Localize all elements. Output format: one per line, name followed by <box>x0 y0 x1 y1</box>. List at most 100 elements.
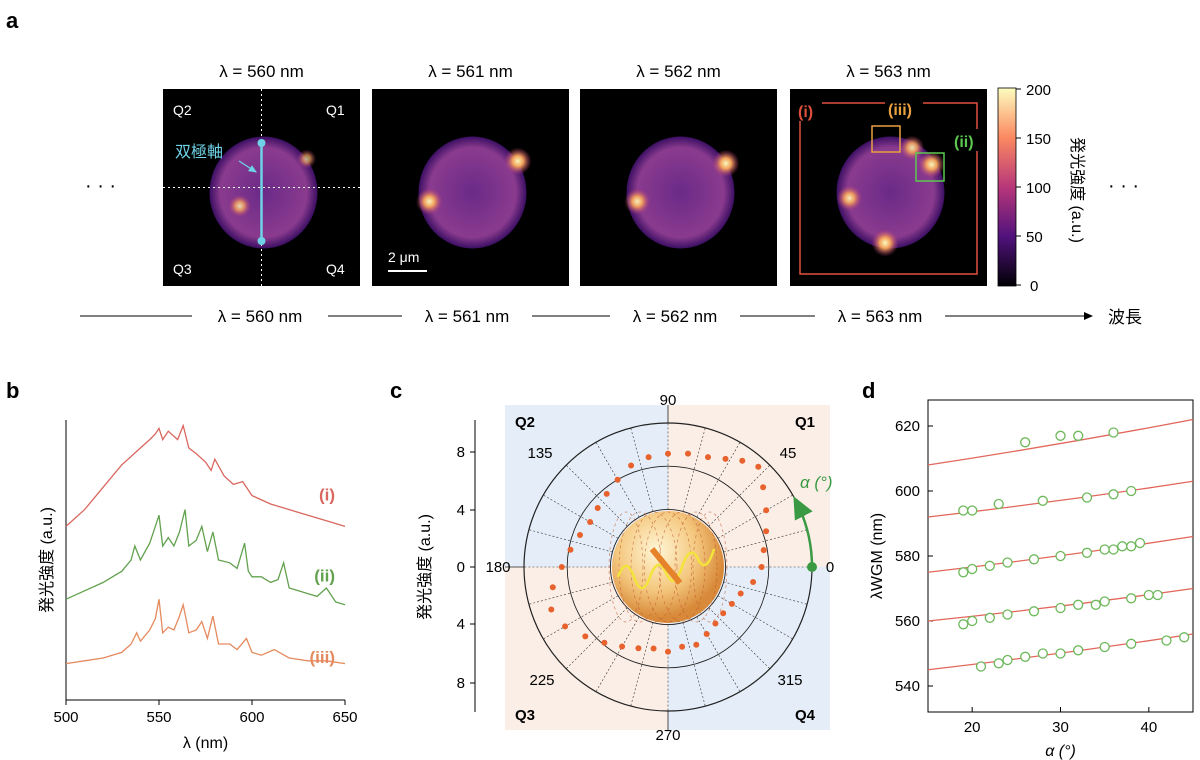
data-point <box>755 463 762 470</box>
colorbar-tick: 200 <box>1026 82 1051 99</box>
data-point <box>958 505 969 516</box>
emission-spot <box>297 149 317 169</box>
quadrant-label: Q4 <box>795 707 816 724</box>
polar-spoke <box>630 622 654 707</box>
polar-spoke <box>543 595 619 640</box>
emission-spot <box>415 188 443 215</box>
data-point <box>1126 541 1137 552</box>
data-point <box>1108 427 1119 438</box>
data-point <box>763 507 770 514</box>
colorbar-tick: 0 <box>1030 278 1038 295</box>
data-point <box>1090 599 1101 610</box>
ellipsis-right: · · · <box>1108 175 1139 197</box>
emission-spot <box>228 194 252 218</box>
wavelength-axis: λ = 560 nm λ = 561 nm λ = 562 nm λ = 563… <box>80 307 1142 327</box>
colorbar-tick: 50 <box>1026 229 1043 246</box>
dipole-endpoint <box>257 139 266 147</box>
wgm-plot: 20 30 40 540 560 580 600 620 α (°) λWGM (nm) <box>869 399 1194 760</box>
data-point <box>594 505 601 511</box>
microsphere-disk <box>626 136 735 249</box>
radial-tick-label: 0 <box>457 559 465 576</box>
spectrum-line <box>65 423 346 528</box>
polar-spoke <box>682 622 706 707</box>
data-point <box>1099 544 1110 555</box>
sphere-meridian <box>630 511 678 623</box>
data-point <box>562 623 569 630</box>
data-point <box>712 620 719 627</box>
roi-label-ii: (ii) <box>954 134 974 151</box>
spectra-plot: 500 550 600 650 λ (nm) 発光強度 (a.u.) (i) (ii) (iii… <box>38 420 358 752</box>
polar-spoke <box>696 442 741 518</box>
data-point <box>635 645 642 652</box>
angle-label: α (°) <box>800 473 833 492</box>
data-point <box>1179 632 1190 643</box>
x-tick-label: 500 <box>53 709 78 726</box>
polar-spoke <box>565 607 628 670</box>
data-point <box>1152 589 1163 601</box>
data-point <box>1143 589 1154 601</box>
frame-title: λ = 563 nm <box>846 62 931 81</box>
wavelength-tick: λ = 560 nm <box>218 307 303 326</box>
panel-label-d: d <box>862 378 875 403</box>
x-tick-label: 20 <box>964 719 981 736</box>
data-point <box>1117 541 1128 552</box>
roi-label-iii: (iii) <box>888 102 912 119</box>
data-point <box>1020 651 1031 662</box>
colorbar <box>997 87 1017 287</box>
data-point <box>693 641 700 648</box>
polar-spoke <box>717 494 793 539</box>
radial-tick-label: 8 <box>457 444 465 461</box>
data-point <box>967 615 978 627</box>
quadrant-label: Q1 <box>326 102 345 118</box>
sphere-meridian <box>644 511 692 623</box>
data-point <box>1099 596 1110 607</box>
data-point <box>1055 602 1066 614</box>
radial-tick-label: 8 <box>457 675 465 692</box>
y-axis-label: λWGM (nm) <box>869 513 886 599</box>
roi-box-ii <box>915 152 945 182</box>
y-axis-label: 発光強度 (a.u.) <box>416 514 434 620</box>
data-point <box>958 619 969 630</box>
polar-spoke <box>630 427 654 512</box>
fit-curve <box>927 418 1194 466</box>
x-tick-label: 600 <box>239 709 264 726</box>
data-point <box>739 457 746 464</box>
data-point <box>1073 599 1084 610</box>
colorbar-tick: 150 <box>1026 131 1051 148</box>
data-point <box>567 546 574 553</box>
data-point <box>760 547 767 554</box>
radial-tick-label: 4 <box>457 502 465 519</box>
angle-label: 180 <box>485 559 510 576</box>
data-point <box>1002 654 1013 666</box>
data-point <box>603 490 610 497</box>
scale-bar-label: 2 μm <box>388 249 419 265</box>
data-point <box>984 560 995 571</box>
polar-spoke <box>595 442 640 518</box>
data-point <box>993 498 1004 510</box>
angle-label: 0 <box>826 559 834 576</box>
data-point <box>1055 550 1066 562</box>
roi-label-i: (i) <box>798 104 813 121</box>
wavelength-tick: λ = 563 nm <box>838 307 923 326</box>
data-point <box>601 639 608 646</box>
image-frames: λ = 560 nm Q2 Q1 Q3 Q4 双極軸 λ = 561 nm 2 μm λ = 5… <box>163 62 987 286</box>
angle-label: 45 <box>780 445 797 462</box>
y-tick-label: 580 <box>895 548 920 565</box>
angle-origin-dot <box>807 562 817 572</box>
dipole-label: 双極軸 <box>175 143 223 161</box>
data-point <box>1126 485 1137 497</box>
data-point <box>1108 489 1119 500</box>
emission-spot <box>871 229 899 257</box>
frame-title: λ = 561 nm <box>428 62 513 81</box>
data-point <box>1028 554 1040 565</box>
data-point <box>722 455 729 462</box>
data-point <box>548 606 555 613</box>
data-point <box>1073 645 1084 656</box>
data-point <box>967 505 978 516</box>
series-label: (i) <box>319 485 335 504</box>
data-point <box>665 450 671 457</box>
frame-title: λ = 562 nm <box>636 62 721 81</box>
microsphere-disk <box>418 136 527 249</box>
x-tick-label: 650 <box>332 709 357 726</box>
